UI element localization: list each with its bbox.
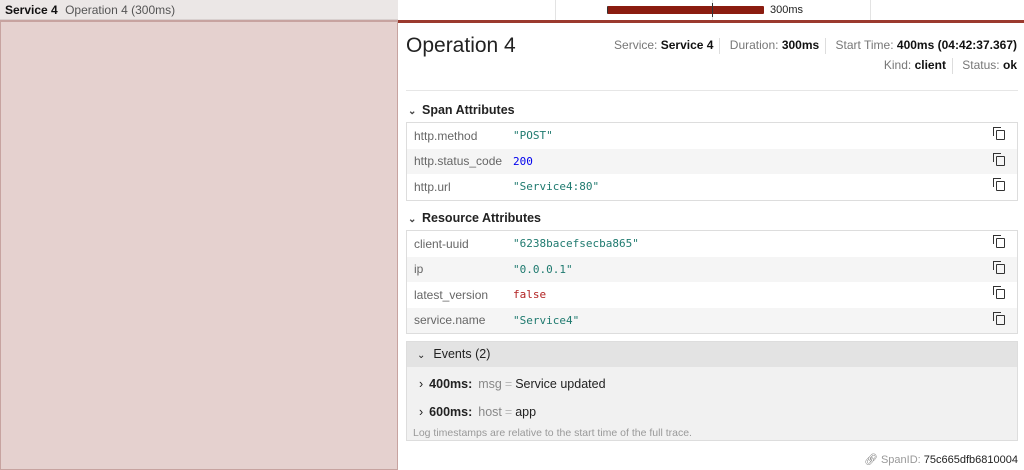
chevron-down-icon: ⌄ <box>408 214 417 225</box>
event-item[interactable]: › 400ms: msg = Service updated <box>407 370 1017 398</box>
events-title: Events (2) <box>433 347 491 361</box>
span-bar[interactable] <box>607 6 764 14</box>
event-item[interactable]: › 600ms: host = app <box>407 398 1017 426</box>
attribute-value: "Service4:80" <box>513 180 600 194</box>
start-time-value: 400ms (04:42:37.367) <box>896 38 1017 52</box>
operation-name: Operation 4 (300ms) <box>65 3 176 17</box>
copy-icon[interactable] <box>993 260 1005 274</box>
event-eq: = <box>504 377 513 391</box>
timeline-row[interactable]: 300ms <box>398 0 1024 21</box>
resource-attributes-table: client-uuid "6238bacefsecba865" ip "0.0.0.1… <box>406 230 1018 334</box>
attribute-key: client-uuid <box>414 236 469 251</box>
kind-label: Kind: <box>883 58 912 72</box>
resource-attributes-toggle[interactable]: ⌄ Resource Attributes <box>408 211 541 225</box>
attribute-key: http.url <box>414 179 451 194</box>
span-row-detail-area <box>0 20 398 470</box>
span-detail-divider <box>398 20 1024 23</box>
copy-icon[interactable] <box>993 286 1005 299</box>
copy-icon[interactable] <box>993 178 1005 191</box>
span-attributes-table: http.method "POST" http.status_code 200 http… <box>406 122 1018 201</box>
link-icon: 🔗︎ <box>863 454 878 466</box>
service-name: Service 4 <box>5 3 58 17</box>
span-detail-panel: Operation 4 Service: Service 4 Duration:… <box>398 23 1024 470</box>
span-id-value: 75c665dfb6810004 <box>923 454 1018 466</box>
span-attributes-toggle[interactable]: ⌄ Span Attributes <box>408 103 515 117</box>
attribute-row: latest_version false <box>407 282 1017 308</box>
page-title: Operation 4 <box>406 34 516 57</box>
attribute-key: ip <box>414 262 424 277</box>
copy-icon[interactable] <box>993 152 1005 166</box>
attribute-key: http.status_code <box>414 154 503 169</box>
attribute-key: http.method <box>414 128 478 143</box>
span-id[interactable]: 🔗︎ SpanID: 75c665dfb6810004 <box>864 453 1018 466</box>
attribute-value: "POST" <box>513 129 553 143</box>
attribute-row: service.name "Service4" <box>407 307 1017 333</box>
attribute-row: ip "0.0.0.1" <box>407 256 1017 282</box>
span-meta: Service: Service 4 Duration: 300ms Start… <box>614 35 1017 75</box>
chevron-right-icon: › <box>419 377 424 391</box>
attribute-key: latest_version <box>414 287 489 302</box>
section-title: Resource Attributes <box>422 211 542 225</box>
span-event-marker <box>712 3 713 17</box>
event-value: app <box>515 405 537 419</box>
events-toggle[interactable]: ⌄ Events (2) <box>407 342 1017 367</box>
start-time-label: Start Time: <box>835 38 894 52</box>
copy-icon[interactable] <box>993 311 1005 325</box>
event-key: msg <box>478 377 502 391</box>
service-label: Service: <box>614 38 658 52</box>
status-value: ok <box>1002 58 1017 72</box>
attribute-row: http.url "Service4:80" <box>407 174 1017 200</box>
span-row-header[interactable]: Service 4 Operation 4 (300ms) <box>0 0 398 20</box>
attribute-row: http.status_code 200 <box>407 148 1017 174</box>
status-label: Status: <box>962 58 1000 72</box>
chevron-right-icon: › <box>419 405 424 419</box>
tick-line <box>555 0 556 20</box>
chevron-down-icon: ⌄ <box>408 106 417 117</box>
duration-label: Duration: <box>729 38 779 52</box>
attribute-row: http.method "POST" <box>407 123 1017 149</box>
events-note: Log timestamps are relative to the start… <box>413 427 692 439</box>
attribute-key: service.name <box>414 313 486 328</box>
chevron-down-icon: ⌄ <box>417 350 426 361</box>
divider <box>406 90 1018 91</box>
events-section: ⌄ Events (2) › 400ms: msg = Service updated ›… <box>406 341 1018 441</box>
attribute-row: client-uuid "6238bacefsecba865" <box>407 231 1017 257</box>
attribute-value: "6238bacefsecba865" <box>513 237 639 251</box>
copy-icon[interactable] <box>993 235 1005 248</box>
span-bar-label: 300ms <box>770 4 804 16</box>
copy-icon[interactable] <box>993 127 1005 140</box>
kind-value: client <box>914 58 946 72</box>
event-key: host <box>478 405 502 419</box>
event-eq: = <box>504 405 513 419</box>
span-id-label: SpanID: <box>880 454 921 466</box>
attribute-value: false <box>513 288 547 302</box>
attribute-value: 200 <box>513 154 533 168</box>
attribute-value: "0.0.0.1" <box>513 262 573 276</box>
tick-line <box>870 0 871 20</box>
attribute-value: "Service4" <box>513 313 580 327</box>
event-time: 400ms: <box>429 377 473 391</box>
event-time: 600ms: <box>429 405 473 419</box>
event-value: Service updated <box>515 377 606 391</box>
duration-value: 300ms <box>781 38 820 52</box>
service-value: Service 4 <box>660 38 714 52</box>
section-title: Span Attributes <box>422 103 515 117</box>
